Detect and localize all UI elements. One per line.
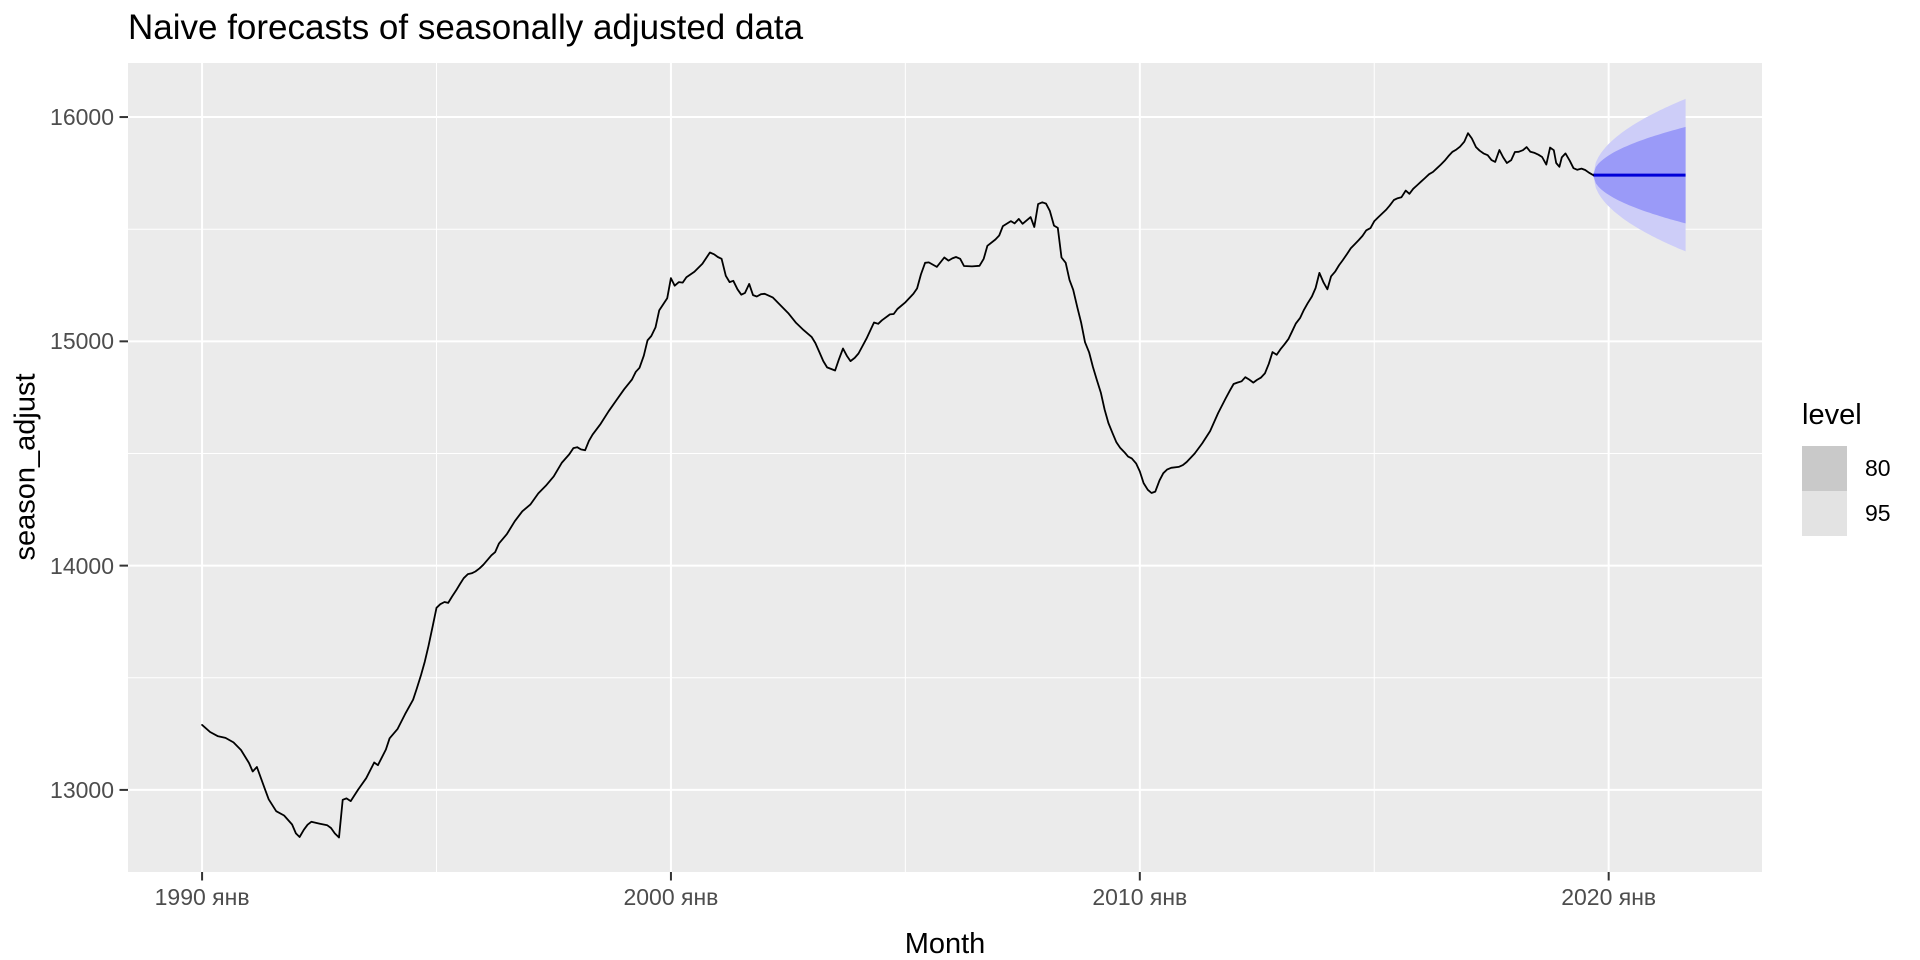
- legend-swatch-95-icon: [1802, 491, 1847, 536]
- x-tick-label: 1990 янв: [154, 884, 250, 910]
- chart-title: Naive forecasts of seasonally adjusted d…: [128, 8, 804, 47]
- y-axis-title: season_adjust: [9, 373, 42, 561]
- legend-swatch-80-icon: [1802, 446, 1847, 491]
- legend-item-80: 80: [1802, 446, 1891, 491]
- x-axis-title: Month: [904, 928, 986, 960]
- panel-background: [128, 63, 1762, 872]
- y-tick-label: 14000: [50, 552, 114, 579]
- legend: level 80 95: [1802, 399, 1891, 536]
- legend-label-80: 80: [1865, 455, 1891, 481]
- y-tick-label: 13000: [50, 776, 114, 803]
- legend-title: level: [1802, 399, 1862, 431]
- legend-label-95: 95: [1865, 500, 1891, 526]
- y-tick-label: 15000: [50, 328, 114, 355]
- x-tick-label: 2020 янв: [1561, 884, 1657, 910]
- x-tick-label: 2000 янв: [623, 884, 719, 910]
- history-line: [201, 132, 1595, 839]
- legend-item-95: 95: [1802, 491, 1891, 536]
- x-tick-label: 2010 янв: [1092, 884, 1188, 910]
- y-tick-label: 16000: [50, 104, 114, 131]
